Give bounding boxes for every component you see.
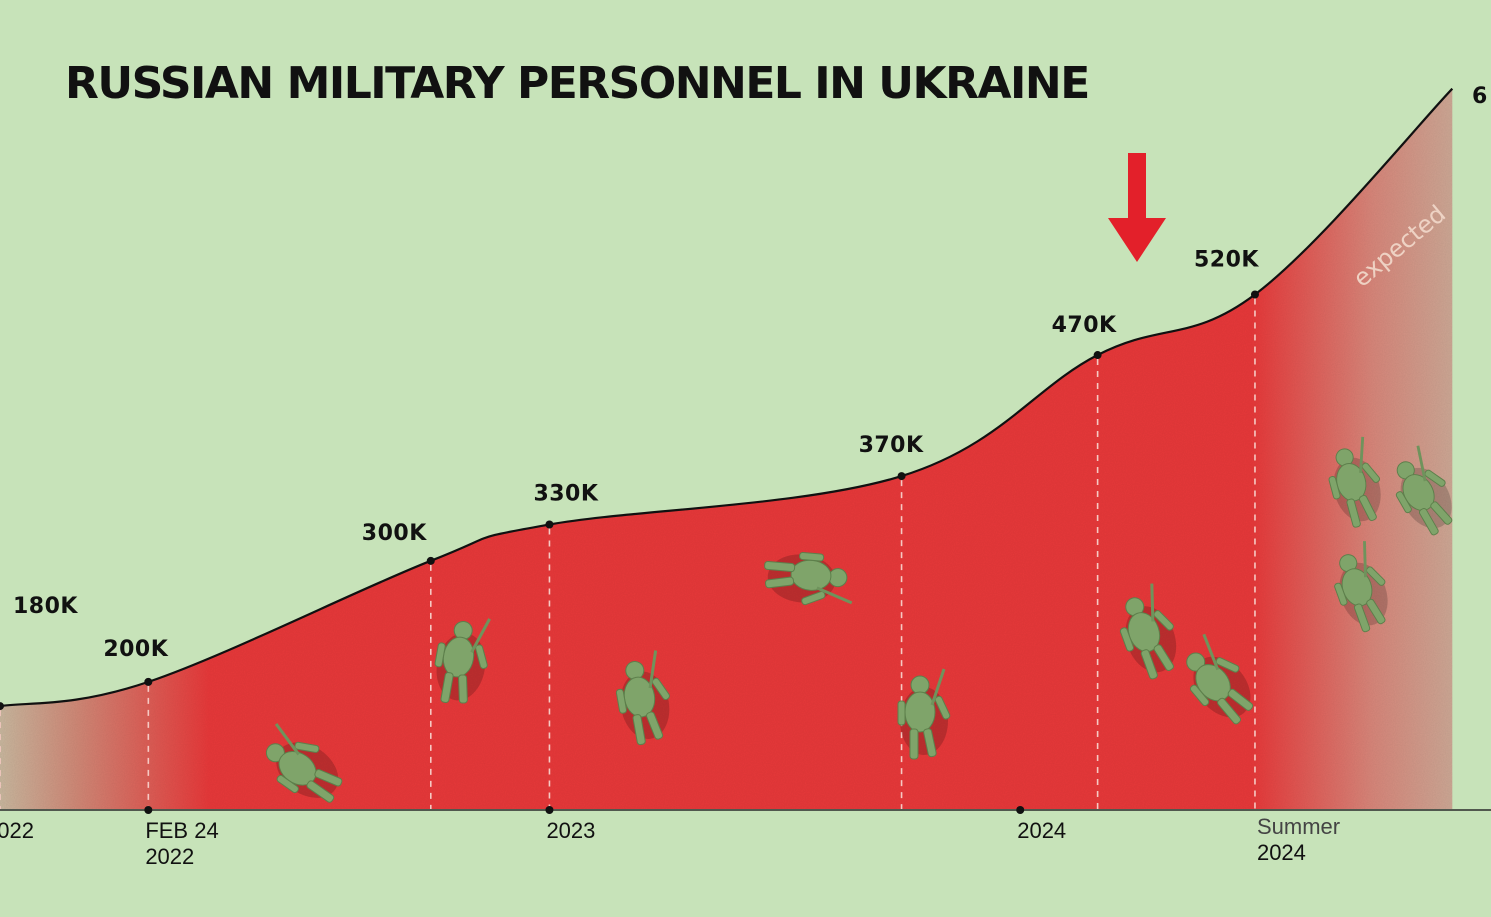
series-line	[0, 87, 1454, 708]
area-texture	[0, 88, 1453, 809]
soldier-figure-icon	[265, 723, 343, 803]
x-tick-dot	[1016, 806, 1025, 814]
x-tick-label: 2024	[1257, 840, 1306, 865]
data-point	[0, 702, 4, 711]
data-point	[897, 472, 906, 481]
point-label: 470K	[1052, 313, 1117, 338]
x-tick-label: 2024	[1017, 818, 1066, 843]
point-label: 520K	[1194, 247, 1259, 272]
x-tick-label: Summer	[1257, 814, 1340, 839]
line-layer	[0, 87, 1491, 811]
x-tick-label: FEB 24	[145, 818, 218, 843]
data-point	[545, 520, 554, 529]
data-point	[426, 556, 435, 565]
soldier-figure-icon	[1334, 541, 1388, 633]
data-point	[1250, 290, 1259, 299]
x-tick-label: 2022	[145, 844, 194, 869]
soldier-figure-icon	[764, 551, 853, 606]
x-tick-dot	[144, 806, 153, 814]
point-label: 180K	[13, 594, 78, 619]
soldier-figure-icon	[1186, 633, 1254, 725]
soldier-figure-icon	[1119, 583, 1177, 680]
area-layer	[0, 88, 1453, 809]
down-arrow-icon	[1108, 153, 1166, 262]
point-label: 300K	[362, 521, 427, 546]
point-labels: 180K 200K 300K 330K 370K 470K 520K 6	[13, 84, 1488, 662]
soldier-figures	[265, 436, 1453, 803]
x-tick-dot	[545, 806, 554, 814]
point-label: 6	[1472, 84, 1488, 109]
soldier-figure-icon	[1395, 445, 1453, 536]
soldier-figure-icon	[1328, 436, 1381, 528]
x-tick-label: 2023	[546, 818, 595, 843]
guide-lines	[0, 298, 1256, 809]
data-point	[1093, 351, 1102, 360]
point-label: 330K	[533, 482, 598, 507]
soldier-figure-icon	[434, 618, 491, 704]
data-point	[144, 677, 153, 686]
point-label: 200K	[103, 637, 168, 662]
x-tick-label: 2022	[0, 818, 34, 843]
point-label: 370K	[859, 433, 924, 458]
soldier-figure-icon	[615, 650, 670, 746]
chart-title: RUSSIAN MILITARY PERSONNEL IN UKRAINE	[65, 58, 1089, 109]
soldier-figure-icon	[897, 668, 951, 760]
